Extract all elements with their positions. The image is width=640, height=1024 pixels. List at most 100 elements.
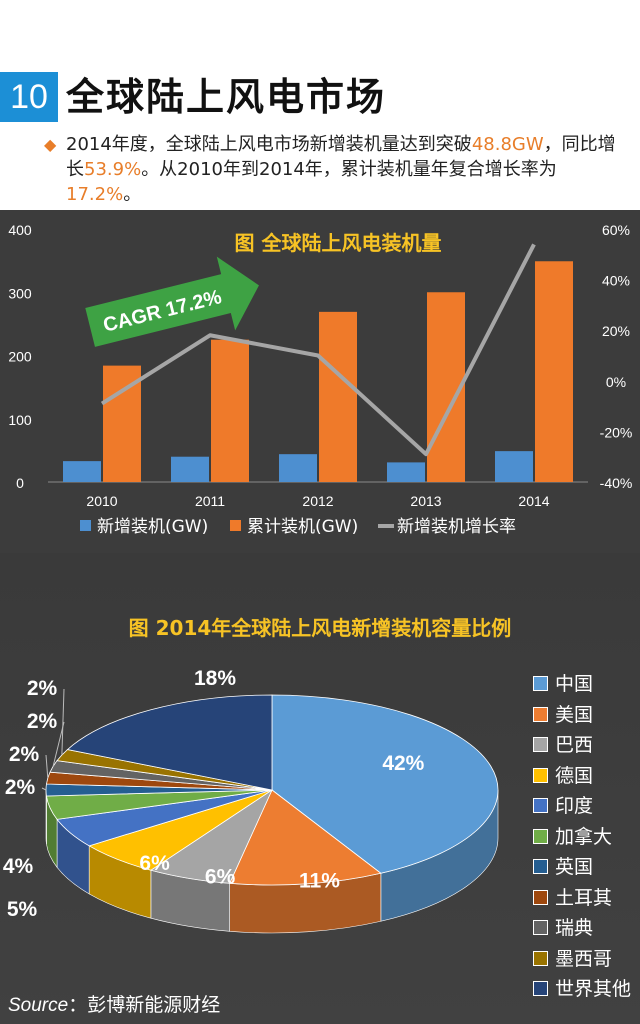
source-text: 彭博新能源财经 [87, 994, 221, 1016]
pie-data-label: 2% [9, 743, 40, 766]
legend-item: 瑞典 [533, 914, 631, 945]
legend-item: 世界其他 [533, 975, 631, 1006]
pie-data-label: 5% [7, 898, 38, 921]
pie-data-label: 6% [139, 852, 170, 875]
legend-item: 美国 [533, 701, 631, 732]
pie-slice [66, 694, 273, 791]
y-tick-label: 400 [8, 222, 32, 238]
legend-swatch [230, 520, 241, 531]
pie-data-label: 6% [205, 866, 236, 889]
x-tick-label: 2010 [86, 493, 117, 509]
legend-swatch [533, 798, 548, 813]
legend-swatch [533, 767, 548, 783]
bar-cumulative [319, 311, 357, 482]
cagr-arrow-shape [85, 256, 259, 347]
legend-label: 新增装机(GW) [97, 517, 208, 537]
legend-label: 世界其他 [555, 978, 632, 1000]
pie-slice [229, 789, 382, 886]
legend-label: 瑞典 [555, 917, 594, 939]
legend-item: 德国 [533, 762, 631, 793]
pie-data-label: 4% [3, 855, 34, 878]
legend-swatch [533, 981, 548, 996]
pie-slice [271, 694, 499, 874]
pie-legend: 中国美国巴西 德国印度加拿大英国土耳其瑞典墨西哥世界其他 [533, 670, 631, 1006]
legend-label: 累计装机(GW) [247, 517, 358, 537]
diamond-bullet-icon: ◆ [44, 135, 57, 154]
legend-swatch [533, 889, 548, 905]
intro-text-part: ，同比增长 [66, 134, 616, 180]
legend-item: 加拿大 [533, 823, 631, 854]
highlight-figure: 17.2% [66, 184, 124, 205]
legend-swatch [80, 520, 91, 531]
x-tick-label: 2013 [410, 493, 441, 509]
bar-cumulative [535, 261, 573, 482]
leader-line [52, 721, 65, 767]
y-tick-label: 200 [8, 349, 32, 365]
legend-item: 巴西 [533, 731, 631, 762]
bar-new-installed [387, 462, 425, 482]
pie-data-label: 2% [27, 710, 58, 733]
intro-text-part: 2014年度，全球陆上风电市场新增装机量达到突破 [66, 134, 472, 155]
leader-line [61, 688, 65, 756]
bar-new-installed [495, 451, 533, 482]
highlight-figure: 53.9% [84, 159, 142, 180]
y2-tick-label: 0% [606, 374, 626, 390]
bar-new-installed [279, 454, 317, 482]
y2-tick-label: 40% [602, 273, 630, 289]
y2-tick-label: 60% [602, 222, 630, 238]
y2-tick-label: -20% [600, 424, 633, 440]
pie-data-label: 18% [194, 667, 236, 690]
legend-label: 德国 [555, 764, 594, 787]
legend-label: 印度 [555, 795, 594, 817]
legend-label: 中国 [555, 673, 594, 695]
legend-swatch [533, 828, 548, 844]
pie-data-label: 42% [382, 752, 424, 775]
intro-text-part: 。从2010年到2014年，累计装机量年复合增长率为 [141, 159, 557, 180]
legend-item: 印度 [533, 792, 631, 823]
leader-line [41, 787, 47, 791]
legend-label: 墨西哥 [555, 947, 613, 970]
intro-paragraph: ◆ 2014年度，全球陆上风电市场新增装机量达到突破48.8GW，同比增长53.… [44, 132, 626, 207]
legend-label: 加拿大 [555, 825, 613, 848]
y2-tick-label: 20% [602, 323, 630, 339]
pie-chart-title: 图 2014年全球陆上风电新增装机容量比例 [128, 616, 512, 640]
x-tick-label: 2012 [302, 493, 333, 509]
leader-line [45, 754, 49, 779]
legend-swatch [533, 920, 548, 935]
pie-data-label: 2% [5, 776, 36, 799]
header: 10 全球陆上风电市场 ◆ 2014年度，全球陆上风电市场新增装机量达到突破48… [0, 0, 640, 210]
y-tick-label: 0 [16, 475, 24, 491]
chart-title: 图 全球陆上风电装机量 [235, 231, 442, 255]
legend-swatch [533, 859, 548, 874]
y-tick-label: 300 [8, 285, 32, 301]
legend-swatch [533, 737, 548, 752]
legend-swatch [533, 676, 548, 691]
bar-line-chart-svg: 0 100 200 300 400 -40% -20% 0% 20% 40% 60% 2010 2011… [8, 222, 633, 537]
legend-item: 土耳其 [533, 884, 631, 915]
bar-cumulative [211, 339, 249, 482]
pie-data-label: 2% [27, 677, 58, 700]
highlight-figure: 48.8GW [471, 134, 544, 155]
pie-data-label: 11% [299, 870, 340, 893]
legend-item: 中国 [533, 670, 631, 701]
y-tick-label: 100 [8, 412, 32, 428]
legend-swatch [533, 706, 548, 722]
bar-new-installed [171, 456, 209, 482]
source-note-2: Source：彭博新能源财经 [8, 990, 220, 1017]
pie-chart-svg: 42% 11% 6% 6% 5% 4% 2% 2% 2% 2% 18% [3, 667, 499, 934]
legend-label: 土耳其 [555, 886, 613, 909]
legend-label: 新增装机增长率 [397, 517, 516, 537]
cagr-arrow: CAGR 17.2% [85, 256, 259, 347]
legend-swatch [533, 950, 548, 966]
pie-side-group [45, 789, 499, 934]
legend-label: 英国 [555, 856, 594, 878]
x-tick-label: 2011 [195, 493, 225, 509]
legend-label: 美国 [555, 703, 594, 726]
y2-tick-label: -40% [600, 475, 633, 491]
bar-new-installed [63, 461, 101, 482]
section-number-badge: 10 [0, 72, 58, 122]
intro-text-part: 。 [123, 184, 142, 205]
x-tick-label: 2014 [518, 493, 549, 509]
installed-capacity-chart: 0 100 200 300 400 -40% -20% 0% 20% 40% 60% 2010 2011… [0, 210, 640, 553]
source-label: Source [8, 995, 69, 1016]
